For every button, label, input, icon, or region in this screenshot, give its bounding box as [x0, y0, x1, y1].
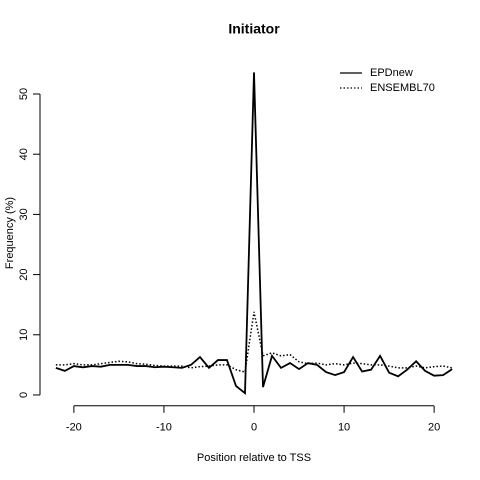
- series-line: [55, 311, 453, 374]
- x-tick-label: 0: [251, 422, 257, 434]
- legend-label: ENSEMBL70: [370, 82, 435, 94]
- x-axis-label: Position relative to TSS: [197, 452, 311, 464]
- x-tick-label: -20: [66, 422, 82, 434]
- y-tick-label: 0: [18, 392, 30, 398]
- y-axis-label: Frequency (%): [4, 197, 16, 269]
- chart-title: Initiator: [228, 21, 280, 37]
- legend-label: EPDnew: [370, 67, 413, 79]
- y-tick-label: 10: [18, 329, 30, 341]
- y-tick-label: 30: [18, 208, 30, 220]
- x-tick-label: 10: [338, 422, 350, 434]
- x-tick-label: 20: [428, 422, 440, 434]
- series-line: [55, 72, 453, 395]
- x-tick-label: -10: [156, 422, 172, 434]
- y-tick-label: 40: [18, 148, 30, 160]
- y-tick-label: 20: [18, 268, 30, 280]
- y-tick-label: 50: [18, 88, 30, 100]
